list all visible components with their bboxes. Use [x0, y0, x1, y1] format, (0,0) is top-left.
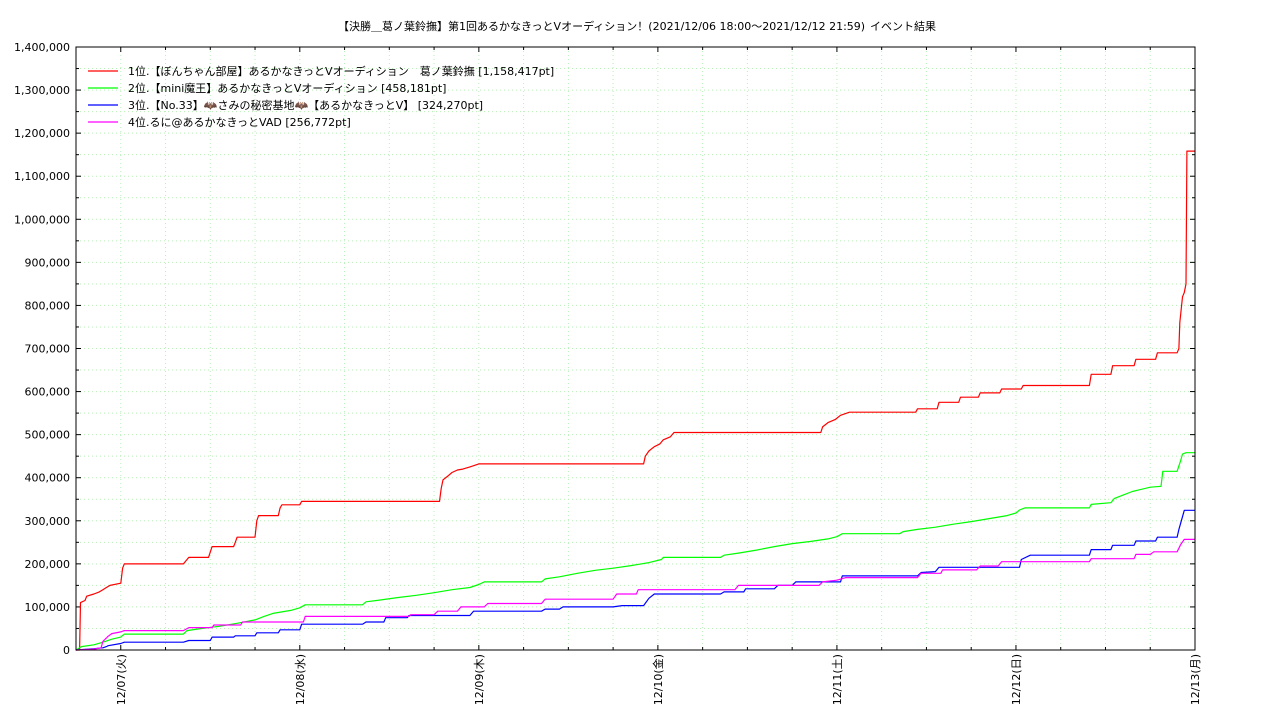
y-tick-label: 1,300,000 — [14, 84, 70, 97]
axis-ticks — [75, 46, 1196, 651]
legend-entry-3: 3位.【No.33】🦇さみの秘密基地🦇【あるかなきっとV】 [324,270pt… — [128, 98, 483, 112]
x-tick-label: 12/13(月) — [1189, 654, 1202, 705]
y-tick-label: 1,200,000 — [14, 127, 70, 140]
x-tick-label: 12/07(火) — [115, 654, 128, 705]
y-tick-label: 300,000 — [25, 515, 71, 528]
y-tick-label: 1,000,000 — [14, 213, 70, 226]
y-tick-label: 100,000 — [25, 601, 71, 614]
y-tick-label: 1,400,000 — [14, 41, 70, 54]
y-tick-label: 600,000 — [25, 386, 71, 399]
series-line-3 — [75, 509, 1195, 651]
y-tick-label: 800,000 — [25, 299, 71, 312]
legend-entry-4: 4位.るに@あるかなきっとVAD [256,772pt] — [128, 115, 351, 129]
series-lines — [75, 150, 1195, 651]
y-tick-label: 900,000 — [25, 256, 71, 269]
y-tick-label: 1,100,000 — [14, 170, 70, 183]
x-tick-label: 12/08(水) — [294, 654, 307, 705]
y-tick-label: 200,000 — [25, 558, 71, 571]
y-axis-labels: 0 100,000 200,000 300,000 400,000 500,000 600,… — [14, 41, 70, 657]
x-axis-labels: 12/07(火) 12/08(水) 12/09(木) 12/10(金) 12/11(土)… — [115, 654, 1202, 705]
chart-subtitle: イベント結果 — [870, 19, 936, 33]
y-tick-label: 700,000 — [25, 343, 71, 356]
y-tick-label: 0 — [63, 644, 70, 657]
x-tick-label: 12/10(金) — [651, 654, 665, 705]
x-tick-label: 12/11(土) — [831, 654, 844, 705]
y-tick-label: 400,000 — [25, 472, 71, 485]
series-line-2 — [75, 452, 1195, 651]
plot-frame — [75, 46, 1196, 651]
legend-entry-1: 1位.【ぼんちゃん部屋】あるかなきっとVオーディション 葛ノ葉鈴撫 [1,158… — [128, 64, 554, 78]
series-line-4 — [75, 538, 1195, 651]
legend-entry-2: 2位.【mini魔王】あるかなきっとVオーディション [458,181pt] — [128, 81, 446, 95]
y-tick-label: 500,000 — [25, 429, 71, 442]
x-tick-label: 12/12(日) — [1010, 654, 1023, 705]
chart-title: 【決勝＿葛ノ葉鈴撫】第1回あるかなきっとVオーディション！(2021/12/06… — [338, 19, 865, 33]
series-line-1 — [76, 150, 1195, 651]
x-tick-label: 12/09(木) — [473, 654, 486, 705]
grid — [76, 47, 1195, 650]
legend: 1位.【ぼんちゃん部屋】あるかなきっとVオーディション 葛ノ葉鈴撫 [1,158… — [88, 64, 554, 129]
